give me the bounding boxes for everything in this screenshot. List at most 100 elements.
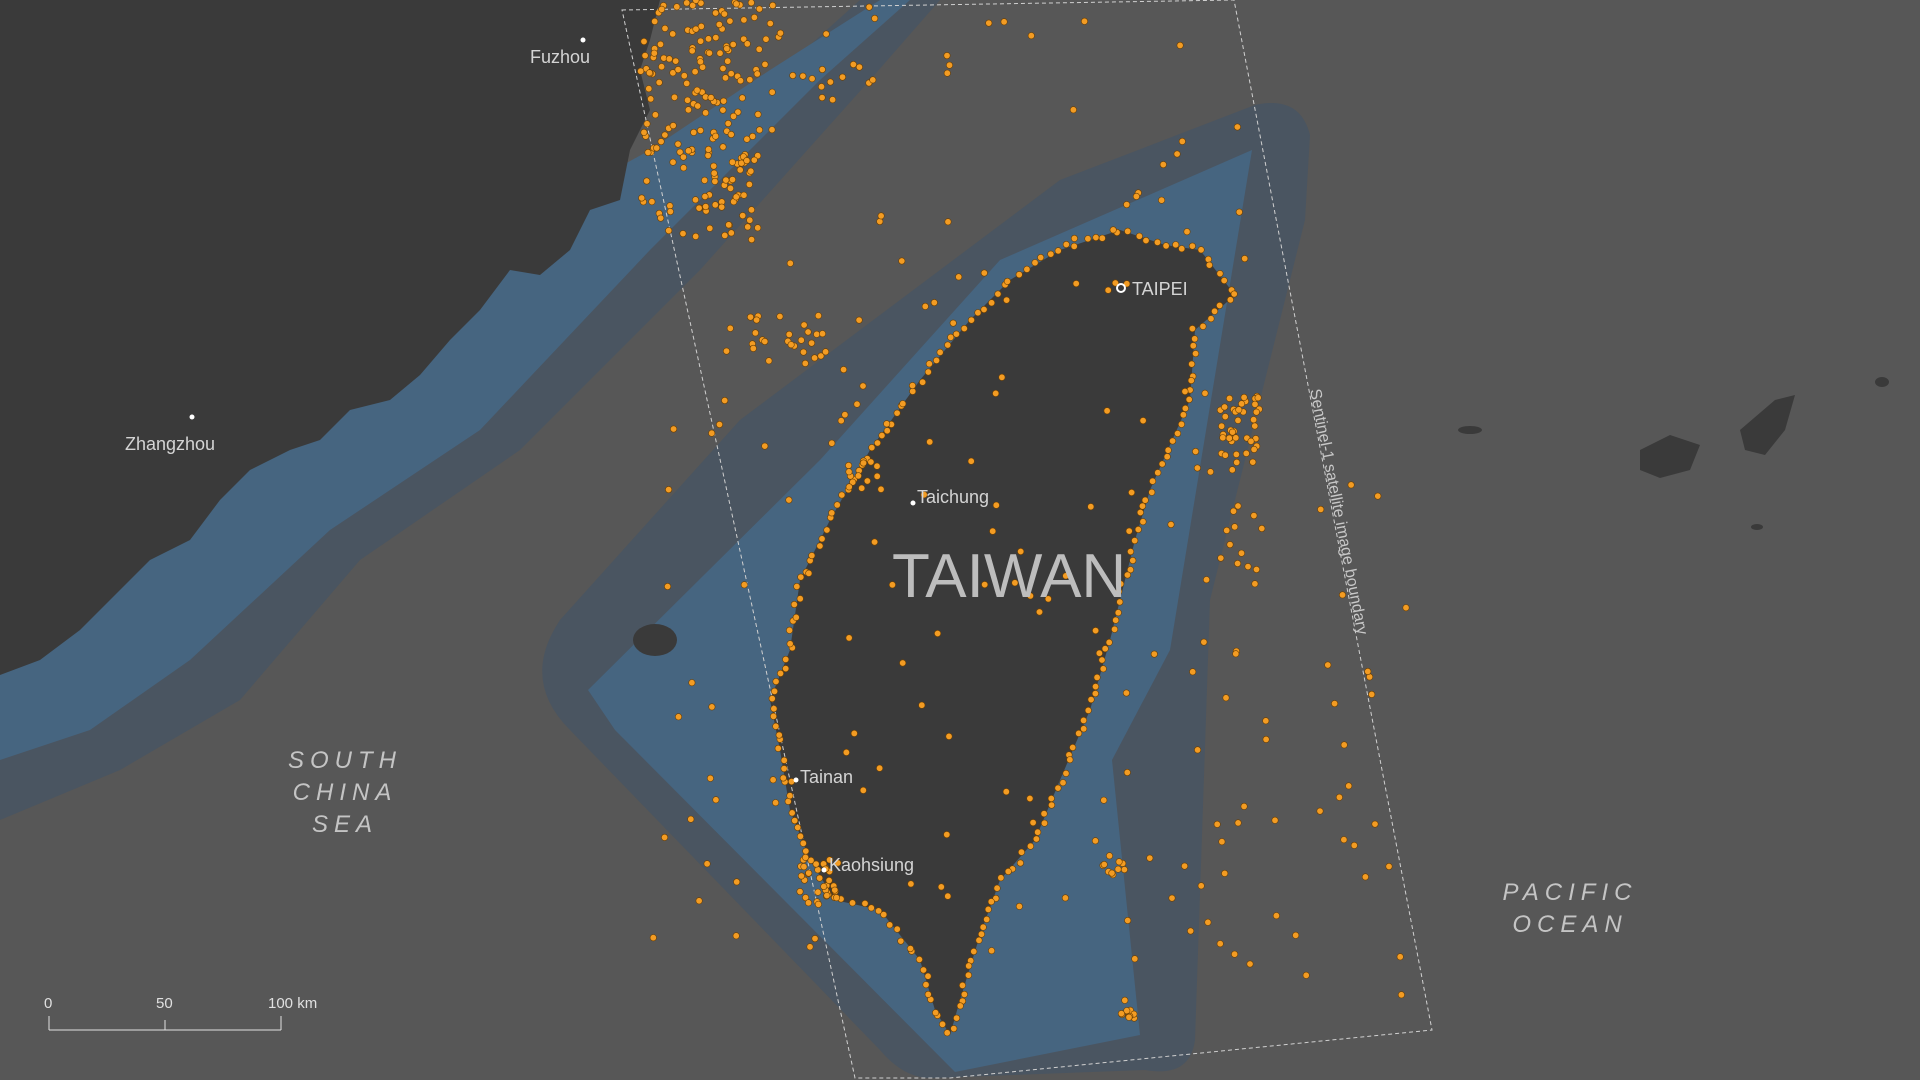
- vessel-dot-icon: [1117, 1010, 1125, 1018]
- vessel-dot-icon: [863, 477, 871, 485]
- vessel-dot-icon: [736, 77, 744, 85]
- vessel-dot-icon: [702, 109, 710, 117]
- vessel-dot-icon: [1213, 820, 1221, 828]
- vessel-dot-icon: [1123, 768, 1131, 776]
- vessel-dot-icon: [838, 73, 846, 81]
- vessel-dot-icon: [1187, 376, 1195, 384]
- vessel-dot-icon: [785, 330, 793, 338]
- vessel-dot-icon: [746, 313, 754, 321]
- vessel-dot-icon: [893, 409, 901, 417]
- vessel-dot-icon: [1204, 255, 1212, 263]
- vessel-dot-icon: [921, 302, 929, 310]
- vessel-dot-icon: [967, 457, 975, 465]
- vessel-dot-icon: [724, 120, 732, 128]
- vessel-dot-icon: [1084, 706, 1092, 714]
- vessel-dot-icon: [958, 981, 966, 989]
- vessel-dot-icon: [715, 420, 723, 428]
- vessel-dot-icon: [692, 0, 700, 4]
- vessel-dot-icon: [1194, 746, 1202, 754]
- vessel-dot-icon: [1254, 394, 1262, 402]
- vessel-dot-icon: [736, 166, 744, 174]
- vessel-dot-icon: [674, 140, 682, 148]
- taipei-label: TAIPEI: [1132, 279, 1188, 299]
- vessel-dot-icon: [789, 72, 797, 80]
- vessel-dot-icon: [875, 907, 883, 915]
- vessel-dot-icon: [1178, 245, 1186, 253]
- sea-word: PACIFIC: [1503, 879, 1638, 906]
- vessel-dot-icon: [800, 321, 808, 329]
- vessel-dot-icon: [793, 582, 801, 590]
- vessel-dot-icon: [727, 229, 735, 237]
- vessel-dot-icon: [706, 224, 714, 232]
- vessel-dot-icon: [680, 164, 688, 172]
- vessel-dot-icon: [832, 894, 840, 902]
- vessel-dot-icon: [1234, 559, 1242, 567]
- vessel-dot-icon: [899, 400, 907, 408]
- vessel-dot-icon: [727, 70, 735, 78]
- vessel-dot-icon: [797, 872, 805, 880]
- vessel-dot-icon: [984, 905, 992, 913]
- vessel-dot-icon: [1250, 416, 1258, 424]
- vessel-dot-icon: [801, 359, 809, 367]
- vessel-dot-icon: [712, 796, 720, 804]
- vessel-dot-icon: [749, 344, 757, 352]
- vessel-dot-icon: [1154, 238, 1162, 246]
- vessel-dot-icon: [1158, 460, 1166, 468]
- vessel-dot-icon: [651, 17, 659, 25]
- vessel-dot-icon: [755, 45, 763, 53]
- vessel-dot-icon: [734, 108, 742, 116]
- fuzhou-label: Fuzhou: [530, 47, 590, 67]
- vessel-dot-icon: [1011, 579, 1019, 587]
- vessel-dot-icon: [688, 47, 696, 55]
- vessel-dot-icon: [823, 891, 831, 899]
- vessel-dot-icon: [1361, 873, 1369, 881]
- vessel-dot-icon: [1232, 450, 1240, 458]
- kaohsiung-label: Kaohsiung: [829, 855, 914, 875]
- vessel-dot-icon: [983, 915, 991, 923]
- vessel-dot-icon: [868, 444, 876, 452]
- vessel-dot-icon: [979, 923, 987, 931]
- vessel-dot-icon: [1385, 862, 1393, 870]
- vessel-dot-icon: [1095, 649, 1103, 657]
- vessel-dot-icon: [1340, 741, 1348, 749]
- vessel-dot-icon: [950, 1025, 958, 1033]
- vessel-dot-icon: [1339, 591, 1347, 599]
- vessel-dot-icon: [908, 382, 916, 390]
- vessel-dot-icon: [658, 5, 666, 13]
- vessel-dot-icon: [854, 472, 862, 480]
- vessel-dot-icon: [721, 396, 729, 404]
- vessel-dot-icon: [1016, 859, 1024, 867]
- vessel-dot-icon: [859, 786, 867, 794]
- vessel-dot-icon: [1331, 700, 1339, 708]
- vessel-dot-icon: [1003, 277, 1011, 285]
- vessel-dot-icon: [858, 484, 866, 492]
- vessel-dot-icon: [747, 0, 755, 7]
- vessel-dot-icon: [1148, 488, 1156, 496]
- vessel-dot-icon: [1191, 335, 1199, 343]
- vessel-dot-icon: [684, 96, 692, 104]
- vessel-dot-icon: [1139, 518, 1147, 526]
- vessel-dot-icon: [1178, 137, 1186, 145]
- vessel-dot-icon: [796, 888, 804, 896]
- vessel-dot-icon: [1100, 796, 1108, 804]
- vessel-dot-icon: [944, 218, 952, 226]
- vessel-dot-icon: [834, 859, 842, 867]
- vessel-dot-icon: [924, 990, 932, 998]
- vessel-dot-icon: [877, 212, 885, 220]
- vessel-dot-icon: [1069, 106, 1077, 114]
- vessel-dot-icon: [1047, 250, 1055, 258]
- vessel-dot-icon: [1092, 627, 1100, 635]
- vessel-dot-icon: [1093, 673, 1101, 681]
- vessel-dot-icon: [1396, 953, 1404, 961]
- islet-3: [1751, 524, 1763, 530]
- vessel-dot-icon: [648, 198, 656, 206]
- vessel-dot-icon: [997, 874, 1005, 882]
- vessel-dot-icon: [1199, 322, 1207, 330]
- vessel-dot-icon: [812, 860, 820, 868]
- vessel-dot-icon: [769, 1, 777, 9]
- vessel-dot-icon: [859, 382, 867, 390]
- vessel-dot-icon: [1034, 828, 1042, 836]
- vessel-dot-icon: [754, 224, 762, 232]
- vessel-dot-icon: [1241, 255, 1249, 263]
- vessel-dot-icon: [1402, 604, 1410, 612]
